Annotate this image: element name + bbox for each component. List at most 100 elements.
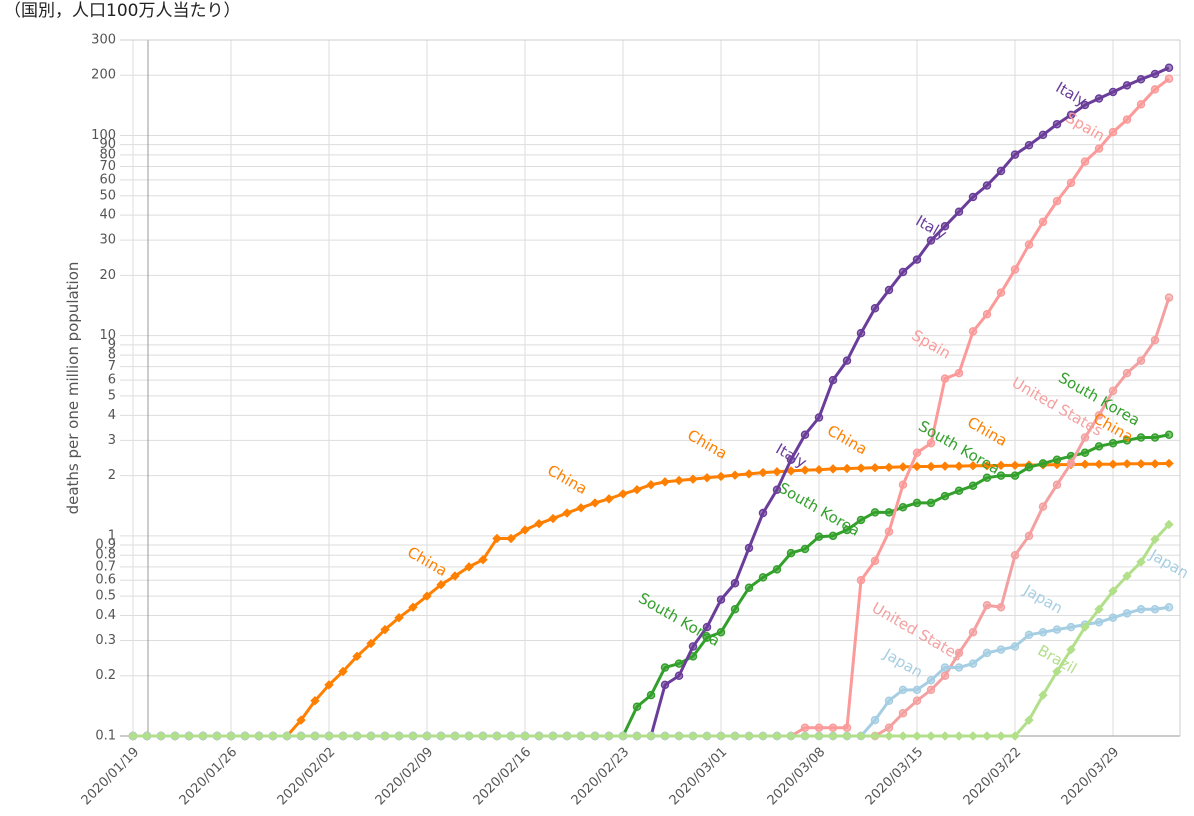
point: [1038, 459, 1048, 468]
y-tick-label: 60: [99, 172, 116, 187]
point: [870, 556, 880, 566]
y-tick-label: 0.1: [95, 729, 116, 744]
point: [1164, 430, 1174, 439]
point: [464, 562, 474, 572]
point: [436, 579, 446, 590]
point: [632, 731, 642, 741]
x-tick-label: 2020/01/26: [177, 745, 241, 809]
point: [660, 731, 670, 741]
point: [548, 731, 558, 741]
point: [394, 731, 404, 741]
point: [1038, 627, 1048, 637]
point: [968, 461, 978, 471]
point: [1066, 622, 1076, 632]
point: [1136, 356, 1146, 365]
y-tick-label: 0.6: [95, 573, 116, 588]
point: [940, 461, 950, 471]
point: [996, 166, 1006, 176]
point: [590, 498, 600, 508]
line-annotation: China: [684, 426, 730, 463]
point: [674, 731, 684, 741]
point: [730, 578, 740, 588]
point: [912, 461, 922, 472]
point: [702, 633, 712, 642]
point: [716, 471, 726, 482]
point: [380, 731, 390, 741]
point: [534, 731, 544, 741]
point: [730, 470, 740, 480]
point: [352, 731, 362, 741]
point: [730, 731, 740, 741]
point: [520, 525, 530, 535]
point: [1010, 731, 1020, 741]
point: [296, 731, 306, 741]
point: [940, 222, 950, 231]
point: [772, 565, 782, 574]
point: [1122, 436, 1132, 445]
point: [842, 463, 852, 474]
point: [702, 473, 712, 483]
point: [786, 466, 796, 476]
point: [1066, 644, 1076, 655]
point: [310, 696, 320, 706]
point: [940, 671, 950, 680]
point: [1108, 613, 1118, 622]
point: [1038, 217, 1048, 227]
y-tick-label: 0.3: [95, 633, 116, 648]
point: [912, 696, 922, 706]
point: [590, 731, 600, 741]
point: [884, 285, 894, 295]
point: [1094, 618, 1104, 627]
line-annotation: Spain: [909, 326, 954, 363]
point: [884, 527, 894, 536]
point: [1094, 144, 1104, 153]
point: [1052, 625, 1062, 634]
point: [1164, 63, 1174, 73]
point: [1122, 115, 1132, 124]
point: [366, 731, 376, 741]
point: [1094, 604, 1104, 614]
x-tick-label: 2020/02/02: [275, 745, 339, 809]
series: [128, 458, 1174, 741]
point: [408, 731, 418, 741]
point: [1122, 81, 1132, 90]
point: [800, 544, 810, 554]
point: [842, 356, 852, 365]
point: [982, 731, 992, 741]
point: [1136, 100, 1146, 109]
point: [982, 473, 992, 483]
point: [394, 612, 404, 623]
point: [912, 685, 922, 695]
point: [982, 461, 992, 471]
point: [674, 475, 684, 486]
point: [856, 463, 866, 473]
point: [1136, 604, 1146, 614]
point: [492, 731, 502, 741]
point: [912, 498, 922, 508]
point: [520, 731, 530, 741]
point: [1052, 480, 1062, 489]
point: [1136, 459, 1146, 469]
point: [1164, 293, 1174, 302]
point: [1080, 622, 1090, 632]
point: [170, 731, 180, 741]
point: [352, 651, 362, 662]
point: [1024, 463, 1034, 472]
point: [632, 702, 642, 712]
point: [198, 731, 208, 741]
point: [926, 731, 936, 741]
y-tick-label: 8: [108, 348, 116, 363]
point: [562, 508, 572, 518]
y-tick-label: 2: [108, 468, 116, 483]
series: [128, 74, 1174, 741]
point: [1122, 459, 1132, 469]
point: [828, 531, 838, 541]
point: [1024, 715, 1034, 725]
point: [380, 624, 390, 635]
series: [128, 602, 1174, 741]
point: [996, 471, 1006, 480]
point: [814, 723, 824, 732]
point: [842, 731, 852, 741]
point: [786, 731, 796, 741]
point: [758, 467, 768, 478]
